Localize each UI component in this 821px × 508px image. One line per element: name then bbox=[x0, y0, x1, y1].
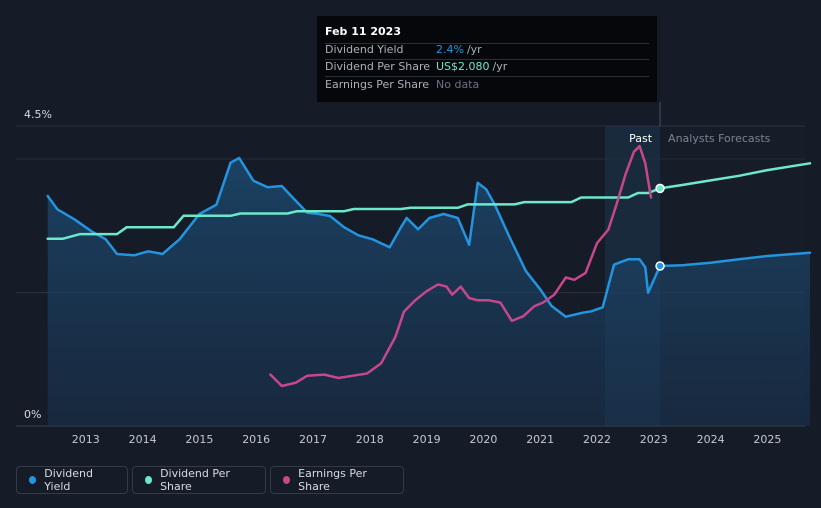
x-tick-label: 2017 bbox=[299, 433, 327, 446]
x-tick-label: 2016 bbox=[242, 433, 270, 446]
tooltip-value: No data bbox=[436, 78, 480, 91]
legend-label: Dividend Per Share bbox=[160, 467, 230, 493]
tooltip-divider bbox=[325, 59, 649, 60]
x-tick-label: 2025 bbox=[753, 433, 781, 446]
legend-dot-icon bbox=[29, 476, 37, 484]
tooltip-label: Dividend Yield bbox=[325, 43, 404, 56]
earnings-per-share-line bbox=[269, 144, 653, 388]
chart-tooltip: Feb 11 2023 Dividend Yield 2.4%/yr Divid… bbox=[317, 16, 657, 102]
x-tick-label: 2022 bbox=[583, 433, 611, 446]
x-tick-label: 2021 bbox=[526, 433, 554, 446]
tooltip-date: Feb 11 2023 bbox=[325, 25, 401, 38]
x-tick-label: 2013 bbox=[72, 433, 100, 446]
x-tick-label: 2019 bbox=[413, 433, 441, 446]
legend-label: Dividend Yield bbox=[44, 467, 94, 493]
tooltip-label: Dividend Per Share bbox=[325, 60, 431, 73]
legend-dot-icon bbox=[283, 476, 291, 484]
legend-dividend-per-share[interactable]: Dividend Per Share bbox=[132, 466, 266, 494]
x-tick-label: 2024 bbox=[697, 433, 725, 446]
x-tick-label: 2015 bbox=[185, 433, 213, 446]
legend-dot-icon bbox=[145, 476, 153, 484]
legend-label: Earnings Per Share bbox=[298, 467, 367, 493]
dividend-per-share-line bbox=[46, 162, 812, 240]
forecast-label: Analysts Forecasts bbox=[668, 132, 771, 145]
x-tick-label: 2023 bbox=[640, 433, 668, 446]
tooltip-row-dividend-per-share: Dividend Per Share US$2.080/yr bbox=[325, 60, 649, 74]
yield-current-point bbox=[655, 261, 665, 271]
tooltip-row-dividend-yield: Dividend Yield 2.4%/yr bbox=[325, 43, 649, 57]
tooltip-value: US$2.080/yr bbox=[436, 60, 508, 73]
y-tick-label: 4.5% bbox=[24, 108, 52, 121]
y-tick-label: 0% bbox=[24, 408, 41, 421]
x-tick-label: 2018 bbox=[356, 433, 384, 446]
tooltip-row-earnings-per-share: Earnings Per Share No data bbox=[325, 78, 649, 92]
legend-earnings-per-share[interactable]: Earnings Per Share bbox=[270, 466, 404, 494]
tooltip-divider bbox=[325, 43, 649, 44]
legend-dividend-yield[interactable]: Dividend Yield bbox=[16, 466, 128, 494]
x-tick-label: 2014 bbox=[129, 433, 157, 446]
tooltip-value: 2.4%/yr bbox=[436, 43, 482, 56]
past-label: Past bbox=[629, 132, 653, 145]
x-tick-label: 2020 bbox=[469, 433, 497, 446]
dps-current-point bbox=[655, 183, 665, 194]
dividend-yield-area bbox=[47, 158, 810, 426]
tooltip-divider bbox=[325, 76, 649, 77]
tooltip-label: Earnings Per Share bbox=[325, 78, 430, 91]
dividend-yield-line bbox=[46, 156, 812, 318]
